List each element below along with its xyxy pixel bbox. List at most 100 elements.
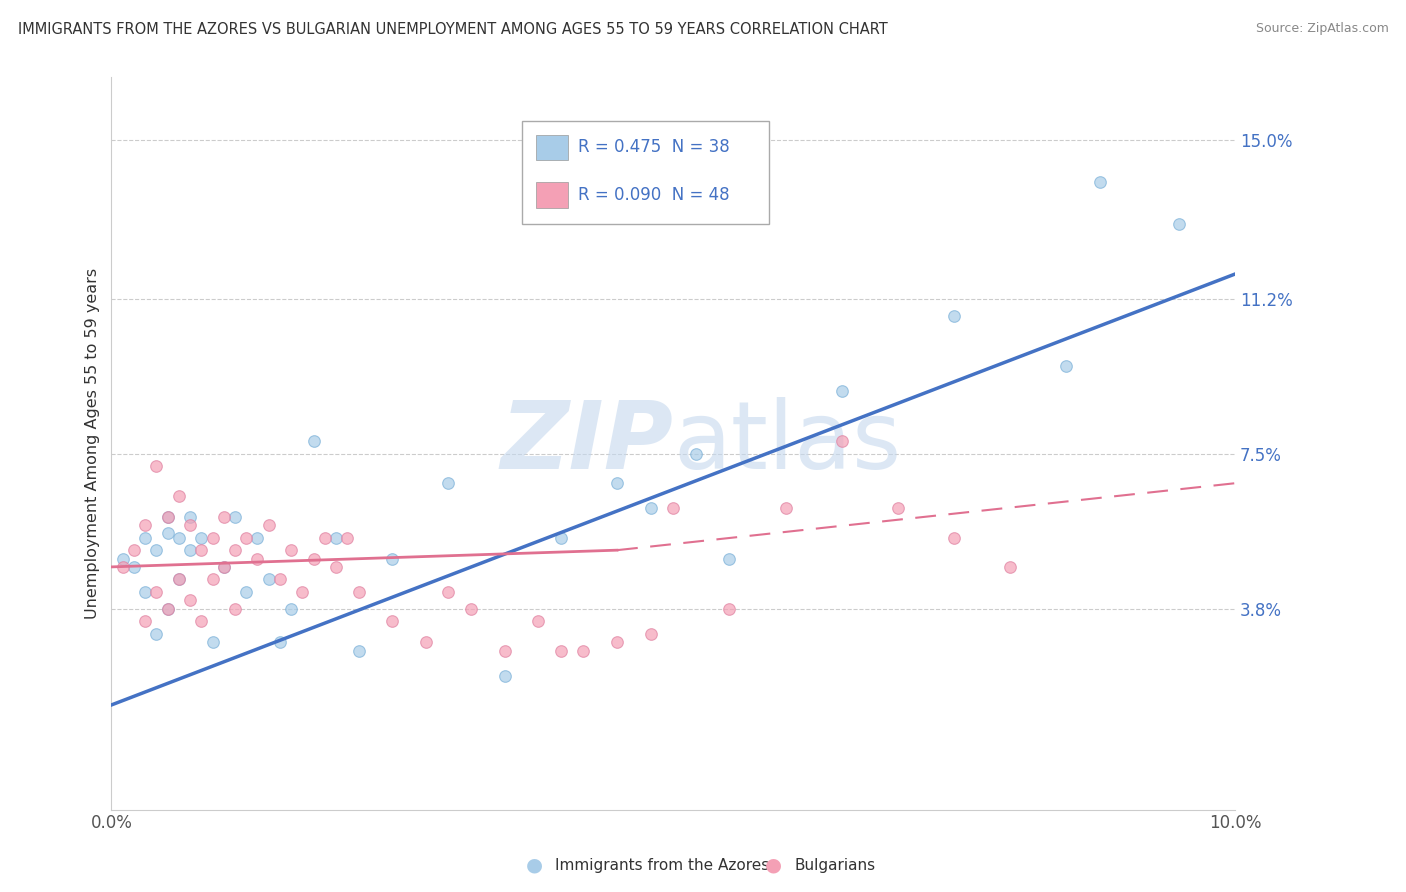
Point xyxy=(201,531,224,545)
Point xyxy=(1167,217,1189,231)
Point xyxy=(831,384,853,399)
Point xyxy=(156,509,179,524)
Point xyxy=(145,585,167,599)
Point xyxy=(269,635,291,649)
Point xyxy=(550,643,572,657)
Point xyxy=(1000,560,1022,574)
Point xyxy=(201,573,224,587)
Point xyxy=(494,643,516,657)
Point xyxy=(291,585,314,599)
Point xyxy=(662,501,685,516)
Y-axis label: Unemployment Among Ages 55 to 59 years: Unemployment Among Ages 55 to 59 years xyxy=(86,268,100,619)
Point xyxy=(190,531,212,545)
Point xyxy=(527,615,550,629)
Point xyxy=(943,309,966,323)
Point xyxy=(718,601,741,615)
Point xyxy=(246,551,269,566)
Point xyxy=(179,593,201,607)
Point xyxy=(145,459,167,474)
Point xyxy=(381,615,404,629)
Point xyxy=(111,551,134,566)
Point xyxy=(1088,175,1111,189)
Point xyxy=(179,509,201,524)
Point xyxy=(415,635,437,649)
Text: Source: ZipAtlas.com: Source: ZipAtlas.com xyxy=(1256,22,1389,36)
Point xyxy=(134,615,156,629)
Point xyxy=(156,509,179,524)
Point xyxy=(606,476,628,491)
Point xyxy=(145,543,167,558)
Text: IMMIGRANTS FROM THE AZORES VS BULGARIAN UNEMPLOYMENT AMONG AGES 55 TO 59 YEARS C: IMMIGRANTS FROM THE AZORES VS BULGARIAN … xyxy=(18,22,889,37)
Point xyxy=(685,447,707,461)
Point xyxy=(640,501,662,516)
Point xyxy=(111,560,134,574)
Text: R = 0.090  N = 48: R = 0.090 N = 48 xyxy=(578,186,730,203)
Point xyxy=(269,573,291,587)
Point xyxy=(201,635,224,649)
Point xyxy=(212,560,235,574)
Point xyxy=(280,543,302,558)
Point xyxy=(550,531,572,545)
Text: ●: ● xyxy=(765,855,782,875)
Text: Bulgarians: Bulgarians xyxy=(794,858,876,872)
Point xyxy=(718,551,741,566)
Point xyxy=(606,635,628,649)
Bar xyxy=(522,121,769,224)
Point xyxy=(156,601,179,615)
Point xyxy=(831,434,853,449)
Point xyxy=(224,509,246,524)
Point xyxy=(460,601,482,615)
Point xyxy=(325,531,347,545)
Point xyxy=(179,518,201,533)
Point xyxy=(347,643,370,657)
Point xyxy=(437,476,460,491)
Point xyxy=(494,668,516,682)
Point xyxy=(190,615,212,629)
Point xyxy=(943,531,966,545)
Point xyxy=(257,573,280,587)
Point xyxy=(224,543,246,558)
Point xyxy=(887,501,910,516)
Text: ZIP: ZIP xyxy=(501,398,673,490)
Text: atlas: atlas xyxy=(673,398,901,490)
Point xyxy=(336,531,359,545)
Point xyxy=(145,627,167,641)
Point xyxy=(212,509,235,524)
Point xyxy=(302,434,325,449)
Point xyxy=(235,585,257,599)
Point xyxy=(156,526,179,541)
Bar xyxy=(536,182,568,208)
Point xyxy=(280,601,302,615)
Point xyxy=(437,585,460,599)
Point xyxy=(167,489,190,503)
Point xyxy=(1054,359,1077,373)
Point xyxy=(235,531,257,545)
Point xyxy=(224,601,246,615)
Bar xyxy=(536,135,568,161)
Point xyxy=(179,543,201,558)
Point xyxy=(347,585,370,599)
Point xyxy=(134,531,156,545)
Point xyxy=(640,627,662,641)
Point xyxy=(167,573,190,587)
Point xyxy=(190,543,212,558)
Point xyxy=(167,531,190,545)
Point xyxy=(212,560,235,574)
Point xyxy=(134,518,156,533)
Point xyxy=(381,551,404,566)
Point xyxy=(134,585,156,599)
Point xyxy=(302,551,325,566)
Point xyxy=(572,643,595,657)
Text: ●: ● xyxy=(526,855,543,875)
Point xyxy=(246,531,269,545)
Point xyxy=(156,601,179,615)
Point xyxy=(325,560,347,574)
Point xyxy=(775,501,797,516)
Point xyxy=(122,560,145,574)
Text: R = 0.475  N = 38: R = 0.475 N = 38 xyxy=(578,138,730,156)
Point xyxy=(257,518,280,533)
Point xyxy=(167,573,190,587)
Point xyxy=(122,543,145,558)
Text: Immigrants from the Azores: Immigrants from the Azores xyxy=(555,858,769,872)
Point xyxy=(314,531,336,545)
